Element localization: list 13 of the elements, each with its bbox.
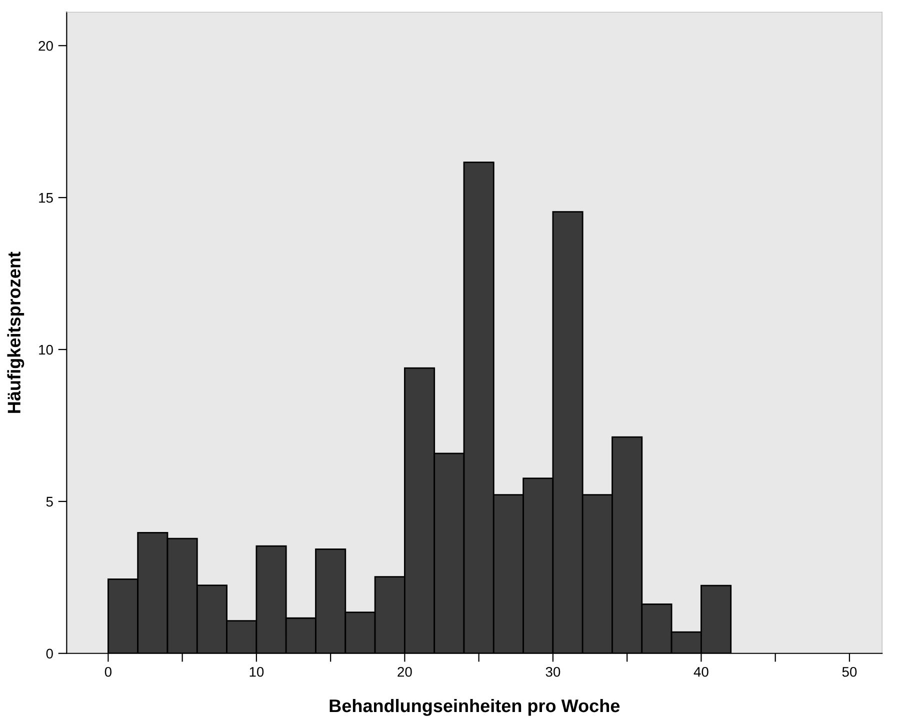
- x-tick-label: 0: [104, 666, 112, 677]
- y-tick-label: 15: [39, 193, 53, 203]
- y-tick-label: 10: [39, 344, 53, 355]
- x-tick-label: 40: [694, 666, 708, 677]
- y-axis-title: Häufigkeitsprozent: [7, 252, 24, 413]
- x-tick-label: 20: [398, 666, 412, 677]
- y-tick-label: 5: [46, 496, 53, 507]
- y-tick-label: 0: [46, 648, 53, 659]
- x-tick-label: 10: [250, 666, 264, 677]
- y-tick-label: 20: [38, 40, 53, 51]
- x-axis-title: Behandlungseinheiten pro Woche: [330, 698, 620, 716]
- x-tick-label: 50: [842, 666, 857, 677]
- x-tick-label: 30: [546, 666, 560, 677]
